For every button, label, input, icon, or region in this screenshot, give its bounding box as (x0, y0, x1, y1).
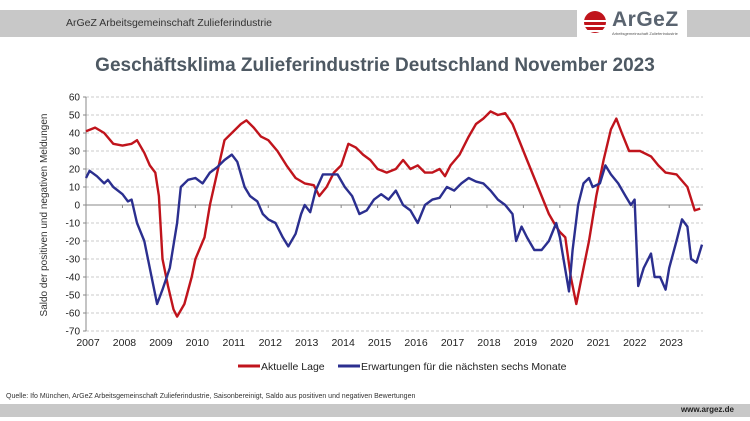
series-line-aktuelle-lage (85, 110, 701, 318)
y-axis-label: Saldo der positiven und negativen Meldun… (39, 114, 50, 317)
y-tick-label: 10 (69, 183, 81, 194)
y-tick-label: 20 (69, 165, 81, 176)
y-tick-label: 60 (69, 93, 81, 104)
x-tick-label: 2011 (223, 337, 246, 349)
y-tick-label: -30 (66, 255, 81, 266)
x-tick-label: 2016 (404, 337, 428, 349)
x-tick-label: 2012 (259, 337, 283, 349)
logo (577, 5, 687, 41)
y-tick-label: 0 (74, 201, 80, 212)
x-tick-label: 2010 (186, 337, 210, 349)
x-tick-labels: 2007 2008 2009 2010 2011 2012 2013 2014 2015 2016… (76, 337, 683, 349)
y-tick-label: -60 (66, 309, 81, 320)
website-link[interactable]: www.argez.de (680, 405, 734, 414)
series (84, 110, 704, 318)
y-tick-label: -50 (66, 291, 81, 302)
x-tick-label: 2017 (441, 337, 465, 349)
y-tick-label: 50 (69, 111, 81, 122)
x-tick-label: 2014 (331, 337, 355, 349)
legend-label: Erwartungen für die nächsten sechs Monat… (361, 361, 567, 373)
x-tick-label: 2023 (660, 337, 684, 349)
series-line-erwartungen (84, 153, 704, 306)
x-tick-label: 2019 (514, 337, 538, 349)
x-tick-label: 2007 (76, 337, 100, 349)
legend-label: Aktuelle Lage (261, 361, 325, 373)
logo-icon (584, 11, 606, 33)
logo-text: ArGeZ (612, 8, 679, 31)
x-tick-label: 2015 (368, 337, 392, 349)
y-tick-label: 30 (69, 147, 81, 158)
x-tick-label: 2021 (587, 337, 611, 349)
y-tick-label: -20 (66, 237, 81, 248)
y-tick-label: -70 (66, 327, 81, 338)
y-tick-label: 40 (69, 129, 81, 140)
grid (86, 96, 703, 332)
y-tick-label: -10 (66, 219, 81, 230)
footer-bar (0, 404, 750, 417)
axes (83, 96, 703, 332)
logo-subtext: Arbeitsgemeinschaft Zulieferindustrie (612, 31, 678, 36)
source-note: Quelle: Ifo München, ArGeZ Arbeitsgemein… (6, 393, 416, 400)
y-tick-labels: 60 50 40 30 20 10 0 -10 -20 -30 -40 -50 -60 -70 (66, 93, 81, 338)
x-tick-label: 2020 (550, 337, 574, 349)
y-tick-label: -40 (66, 273, 81, 284)
x-tick-label: 2018 (477, 337, 501, 349)
org-label: ArGeZ Arbeitsgemeinschaft Zulieferindust… (66, 17, 273, 29)
x-tick-label: 2022 (623, 337, 647, 349)
x-tick-label: 2013 (295, 337, 319, 349)
legend: Aktuelle Lage Erwartungen für die nächste… (238, 361, 567, 373)
chart-title: Geschäftsklima Zulieferindustrie Deutsch… (95, 55, 655, 76)
x-tick-label: 2008 (113, 337, 137, 349)
x-tick-label: 2009 (149, 337, 173, 349)
